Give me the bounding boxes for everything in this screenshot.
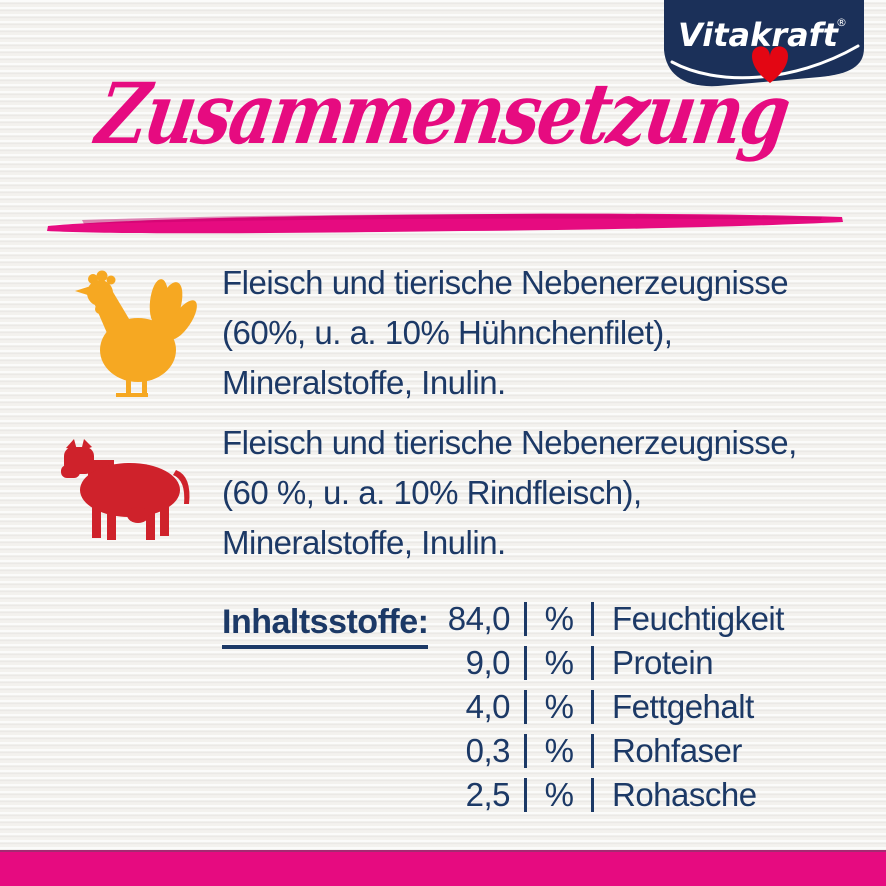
brush-stroke bbox=[47, 213, 843, 234]
analysis-value: 0,3 bbox=[465, 732, 511, 769]
analysis-label: Inhaltsstoffe: bbox=[222, 603, 429, 649]
analysis-value: 9,0 bbox=[465, 644, 511, 681]
bottom-accent-bar bbox=[0, 850, 886, 886]
analysis-table: 84,0 % Feuchtigkeit 9,0 % Protein 4,0 % … bbox=[430, 600, 785, 813]
analysis-value: 4,0 bbox=[465, 688, 511, 725]
heart-icon bbox=[752, 46, 788, 83]
analysis-name: Rohasche bbox=[612, 776, 757, 813]
ingredient-text-cow: Fleisch und tierische Nebenerzeugnisse, … bbox=[222, 418, 797, 568]
ingredient-line: Fleisch und tierische Nebenerzeugnisse, bbox=[222, 424, 797, 461]
table-row: 4,0 % Fettgehalt bbox=[430, 688, 784, 725]
analysis-name: Feuchtigkeit bbox=[612, 600, 784, 637]
page-title: Zusammensetzung bbox=[90, 64, 796, 163]
ingredient-line: Fleisch und tierische Nebenerzeugnisse bbox=[222, 264, 789, 301]
chicken-icon bbox=[70, 266, 200, 413]
table-row: 2,5 % Rohasche bbox=[430, 776, 784, 813]
brush-stroke-streak bbox=[82, 214, 822, 224]
brush-underline bbox=[42, 204, 848, 242]
ingredient-line: (60 %, u. a. 10% Rindfleisch), bbox=[222, 474, 642, 511]
analysis-unit: % bbox=[524, 644, 594, 681]
analysis-name: Protein bbox=[612, 644, 714, 681]
analysis-unit: % bbox=[524, 776, 594, 813]
badge-swoosh bbox=[670, 44, 860, 80]
ingredient-text-chicken: Fleisch und tierische Nebenerzeugnisse (… bbox=[222, 258, 789, 408]
analysis-name: Rohfaser bbox=[612, 732, 742, 769]
ingredient-line: (60%, u. a. 10% Hühnchenfilet), bbox=[222, 314, 673, 351]
analysis-name: Fettgehalt bbox=[612, 688, 754, 725]
ingredient-line: Mineralstoffe, Inulin. bbox=[222, 364, 506, 401]
page-title-wrap: Zusammensetzung bbox=[0, 64, 886, 163]
brush-stroke-graphic bbox=[47, 213, 843, 234]
table-row: 84,0 % Feuchtigkeit bbox=[430, 600, 785, 637]
logo-badge-graphic: Vitakraft ® bbox=[664, 0, 864, 87]
table-row: 9,0 % Protein bbox=[430, 644, 784, 681]
analysis-unit: % bbox=[524, 732, 594, 769]
ingredient-line: Mineralstoffe, Inulin. bbox=[222, 524, 506, 561]
analysis-unit: % bbox=[524, 600, 594, 637]
cow-icon bbox=[50, 438, 202, 555]
vitakraft-logo-badge: Vitakraft ® bbox=[664, 0, 864, 96]
analysis-value: 84,0 bbox=[447, 600, 511, 637]
analysis-value: 2,5 bbox=[465, 776, 511, 813]
table-row: 0,3 % Rohfaser bbox=[430, 732, 784, 769]
analysis-unit: % bbox=[524, 688, 594, 725]
registered-mark: ® bbox=[836, 16, 847, 29]
